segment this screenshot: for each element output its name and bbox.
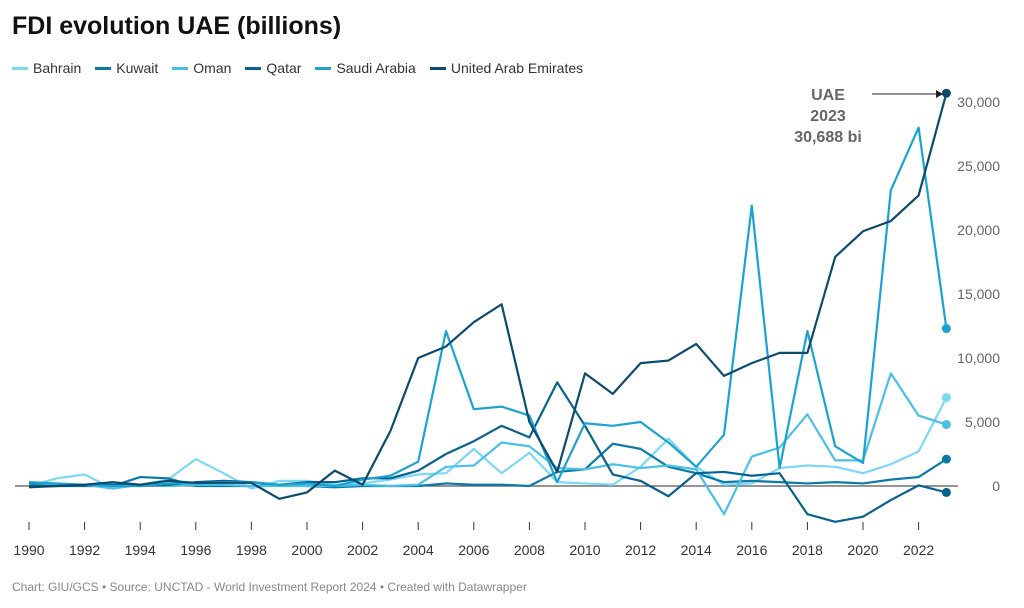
series-line-qatar — [29, 381, 947, 523]
legend-label: United Arab Emirates — [450, 60, 584, 76]
end-point-marker — [941, 88, 951, 98]
legend-item: Bahrain — [12, 60, 81, 76]
legend-label: Kuwait — [116, 60, 159, 76]
legend: Bahrain Kuwait Oman Qatar Saudi Arabia United… — [12, 60, 583, 76]
end-point-marker — [941, 454, 951, 464]
y-tick-label: 15,000 — [957, 286, 1000, 302]
y-tick-label: 30,000 — [957, 94, 1000, 110]
y-tick-label: 20,000 — [957, 222, 1000, 238]
x-tick-label: 1990 — [13, 542, 44, 558]
annotation-arrow-head — [936, 90, 943, 98]
series-line-united-arab-emirates — [28, 92, 948, 500]
series-line-bahrain — [28, 397, 948, 490]
legend-swatch — [245, 66, 262, 70]
x-tick-label: 2014 — [681, 542, 712, 558]
legend-label: Saudi Arabia — [336, 60, 416, 76]
legend-label: Qatar — [266, 60, 302, 76]
end-point-marker — [941, 487, 951, 497]
x-tick-label: 2002 — [347, 542, 378, 558]
legend-swatch — [429, 66, 446, 70]
annotation-text: 2023 — [810, 108, 846, 125]
legend-swatch — [172, 66, 189, 70]
end-point-marker — [941, 393, 951, 403]
x-tick-label: 1992 — [69, 542, 100, 558]
x-tick-label: 1998 — [236, 542, 267, 558]
y-tick-label: 0 — [992, 478, 1000, 494]
legend-item: Oman — [172, 60, 231, 76]
end-point-marker — [941, 420, 951, 430]
end-point-marker — [941, 324, 951, 334]
chart-title: FDI evolution UAE (billions) — [12, 12, 342, 40]
annotation-text: 30,688 bi — [794, 129, 862, 146]
y-tick-label: 25,000 — [957, 158, 1000, 174]
x-tick-label: 2022 — [903, 542, 934, 558]
legend-item: United Arab Emirates — [429, 60, 584, 76]
series-line-saudi-arabia — [28, 126, 948, 488]
x-tick-label: 2008 — [514, 542, 545, 558]
legend-item: Kuwait — [95, 60, 158, 76]
x-tick-label: 2000 — [291, 542, 322, 558]
x-tick-label: 2010 — [569, 542, 600, 558]
series-line-oman — [28, 372, 947, 516]
legend-item: Saudi Arabia — [315, 60, 416, 76]
y-tick-label: 10,000 — [957, 350, 1000, 366]
x-tick-label: 2006 — [458, 542, 489, 558]
y-tick-label: 5,000 — [965, 414, 1000, 430]
x-tick-label: 2012 — [625, 542, 656, 558]
legend-swatch — [95, 66, 112, 70]
legend-label: Oman — [193, 60, 232, 76]
x-tick-label: 2018 — [792, 542, 823, 558]
legend-swatch — [12, 66, 28, 70]
x-tick-label: 1994 — [125, 542, 156, 558]
x-tick-label: 2020 — [847, 542, 878, 558]
x-tick-label: 1996 — [180, 542, 211, 558]
x-tick-label: 2004 — [403, 542, 434, 558]
legend-swatch — [315, 66, 332, 70]
legend-item: Qatar — [245, 60, 301, 76]
legend-label: Bahrain — [33, 60, 82, 76]
x-tick-label: 2016 — [736, 542, 767, 558]
annotation-text: UAE — [811, 87, 845, 104]
chart-footer: Chart: GIU/GCS • Source: UNCTAD - World … — [12, 580, 527, 594]
